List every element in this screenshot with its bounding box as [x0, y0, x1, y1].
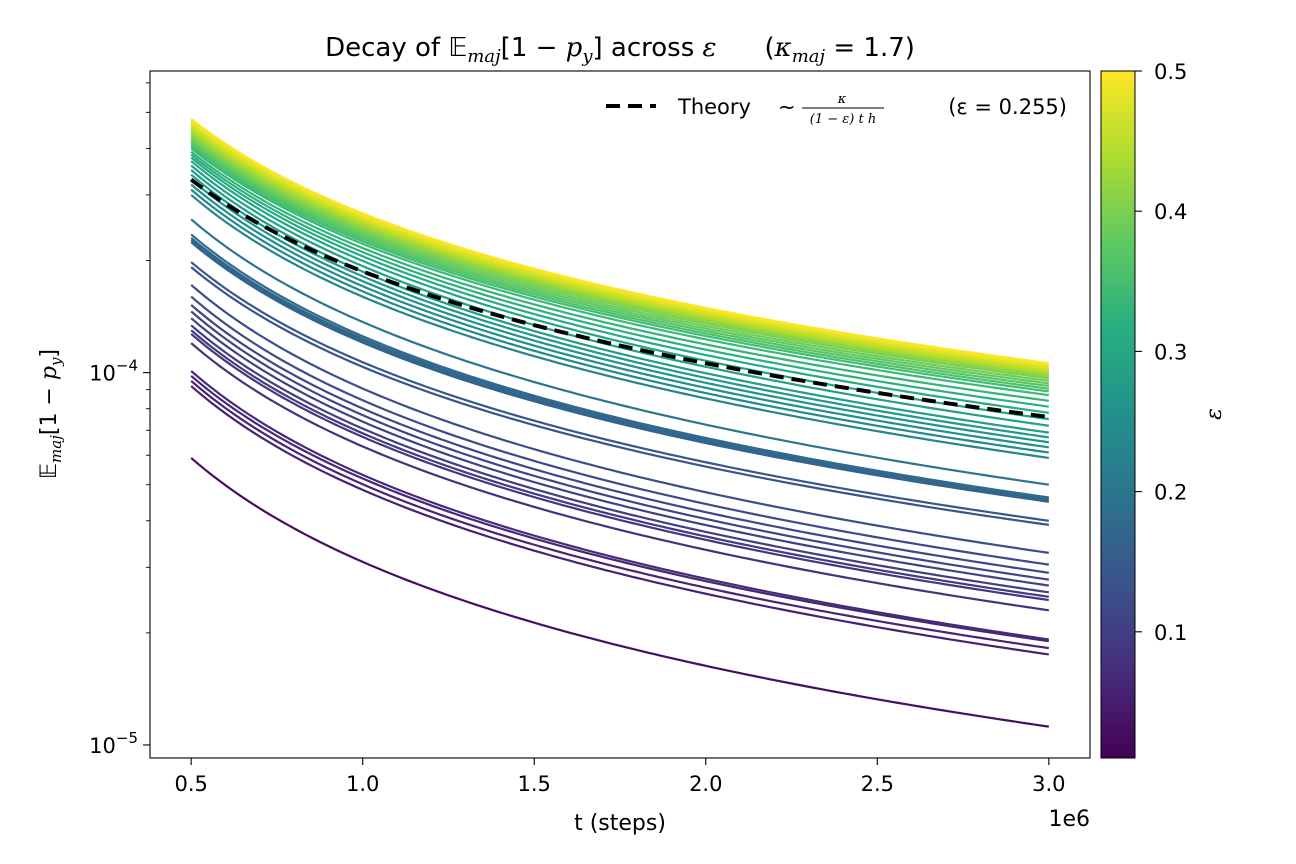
colorbar-ticks: 0.1 0.2 0.3 0.4 0.5 [1135, 60, 1187, 645]
colorbar-label: ε [1202, 408, 1227, 420]
x-offset-label: 1e6 [1048, 807, 1090, 832]
series-line-22 [190, 188, 1049, 454]
series-line-2 [190, 380, 1049, 650]
series-line-39 [190, 133, 1049, 378]
series-line-37 [190, 137, 1049, 382]
series-line-21 [190, 194, 1049, 460]
series-line-35 [190, 141, 1049, 388]
series-line-33 [190, 145, 1049, 393]
y-tick-label: 10−4 [89, 357, 138, 386]
x-tick-label: 0.5 [174, 772, 207, 796]
series-line-43 [190, 126, 1049, 373]
series-line-20 [190, 218, 1049, 486]
theory-layer [189, 177, 1050, 419]
legend-frac-den: (1 − ε) t h [810, 112, 876, 127]
colorbar-tick-label: 0.2 [1154, 481, 1187, 505]
legend-theory-label: Theory [677, 95, 751, 119]
series-line-46 [190, 121, 1049, 368]
series-line-0 [190, 457, 1049, 728]
legend: Theory ∼ κ (1 − ε) t h (ε = 0.255) [606, 92, 1067, 127]
legend-eps-note: (ε = 0.255) [948, 95, 1067, 119]
theory-line [189, 177, 1050, 419]
series-line-36 [190, 139, 1049, 385]
series-line-24 [190, 178, 1049, 444]
series-line-45 [190, 123, 1049, 369]
legend-tilde: ∼ [778, 95, 796, 119]
series-line-48 [190, 118, 1049, 365]
series-line-47 [190, 119, 1049, 366]
series-line-19 [190, 233, 1049, 499]
colorbar-tick-label: 0.1 [1154, 621, 1187, 645]
series-line-38 [190, 135, 1049, 380]
x-tick-label: 1.0 [346, 772, 379, 796]
series-line-14 [190, 266, 1049, 526]
x-tick-label: 2.5 [861, 772, 894, 796]
series-line-1 [190, 385, 1049, 656]
series-line-6 [190, 333, 1049, 602]
series-line-42 [190, 128, 1049, 374]
colorbar [1100, 70, 1136, 759]
series-line-3 [190, 375, 1049, 643]
colorbar-tick-label: 0.5 [1154, 60, 1187, 84]
series-line-10 [190, 310, 1049, 581]
series-line-34 [190, 143, 1049, 390]
series-line-29 [190, 156, 1049, 414]
series-line-7 [190, 329, 1049, 598]
x-axis-label: t (steps) [574, 811, 666, 836]
series-line-9 [190, 317, 1049, 587]
x-tick-label: 1.5 [518, 772, 551, 796]
plot-frame [149, 70, 1091, 759]
series-line-12 [190, 295, 1049, 566]
series-layer [190, 118, 1049, 728]
y-tick-label: 10−5 [89, 729, 138, 758]
series-line-30 [190, 153, 1049, 408]
series-line-25 [190, 173, 1049, 439]
series-line-40 [190, 132, 1049, 377]
series-line-11 [190, 304, 1049, 574]
series-line-32 [190, 147, 1049, 397]
series-line-17 [190, 239, 1049, 502]
series-line-16 [190, 241, 1049, 503]
x-tick-label: 3.0 [1032, 772, 1065, 796]
series-line-31 [190, 150, 1049, 402]
series-line-15 [190, 261, 1049, 522]
colorbar-tick-label: 0.3 [1154, 340, 1187, 364]
y-axis-ticks: 10−5 10−4 [89, 82, 150, 758]
x-tick-label: 2.0 [689, 772, 722, 796]
series-line-8 [190, 324, 1049, 594]
series-line-4 [190, 370, 1049, 641]
y-axis-label: 𝔼maj[1 − py] [37, 349, 65, 479]
series-line-5 [190, 342, 1049, 612]
colorbar-tick-label: 0.4 [1154, 200, 1187, 224]
series-line-23 [190, 183, 1049, 449]
chart-title: Decay of 𝔼maj[1 − py] across ε (κmaj = 1.… [325, 33, 915, 67]
x-axis-ticks: 0.5 1.0 1.5 2.0 2.5 3.0 [174, 758, 1066, 796]
legend-frac-num: κ [837, 92, 847, 107]
series-line-13 [190, 284, 1049, 554]
series-line-44 [190, 124, 1049, 371]
